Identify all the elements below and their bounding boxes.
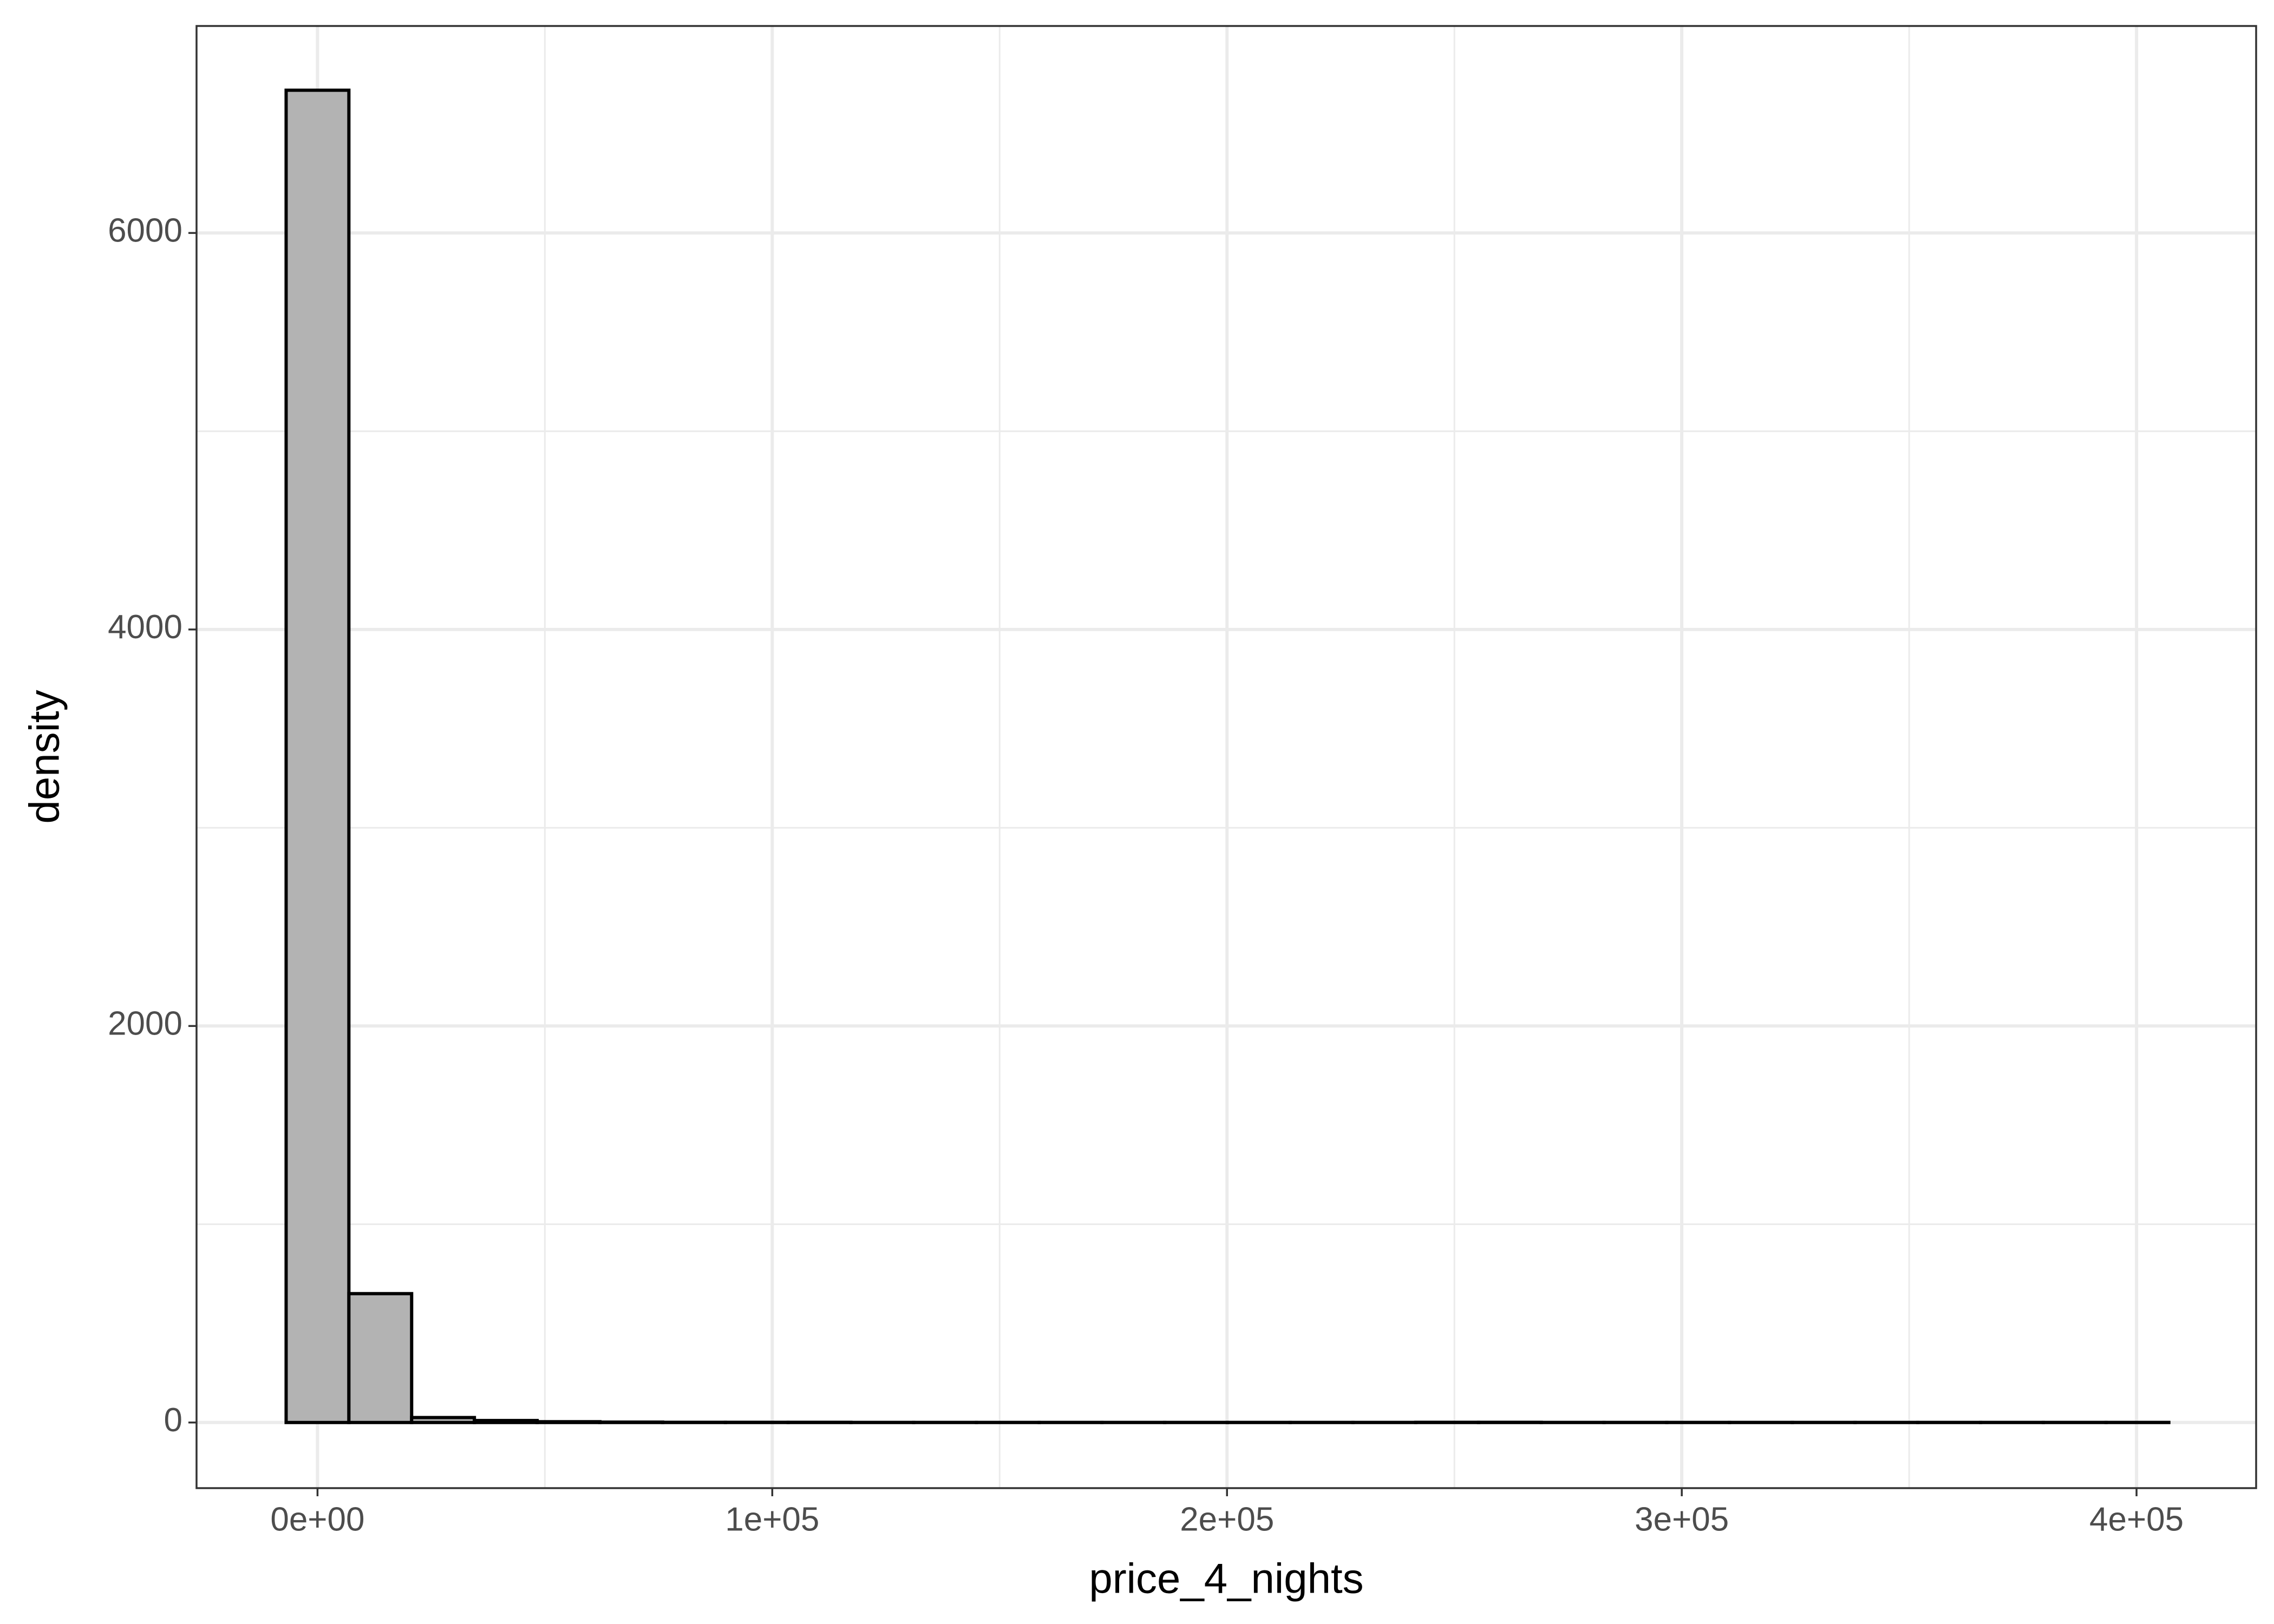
bar	[473, 1419, 539, 1424]
x-tick-label: 0e+00	[270, 1501, 364, 1538]
x-tick-label: 3e+05	[1635, 1501, 1729, 1538]
x-axis-title: price_4_nights	[1089, 1555, 1363, 1602]
bar	[410, 1416, 476, 1424]
bar	[347, 1292, 414, 1424]
x-tick-label: 2e+05	[1180, 1501, 1274, 1538]
x-tick-label: 1e+05	[725, 1501, 819, 1538]
y-tick-label: 6000	[108, 212, 182, 250]
x-tick-label: 4e+05	[2089, 1501, 2184, 1538]
bar	[598, 1420, 664, 1424]
marks	[284, 88, 2171, 1424]
y-tick-label: 2000	[108, 1005, 182, 1043]
y-tick-label: 0	[164, 1402, 182, 1439]
y-axis-title: density	[21, 690, 68, 823]
axes: 0 2000 4000 6000 0e+00 1e+05 2e+05 3e+05 4e+05	[108, 212, 2184, 1538]
bar	[284, 88, 351, 1424]
y-tick-label: 4000	[108, 608, 182, 646]
